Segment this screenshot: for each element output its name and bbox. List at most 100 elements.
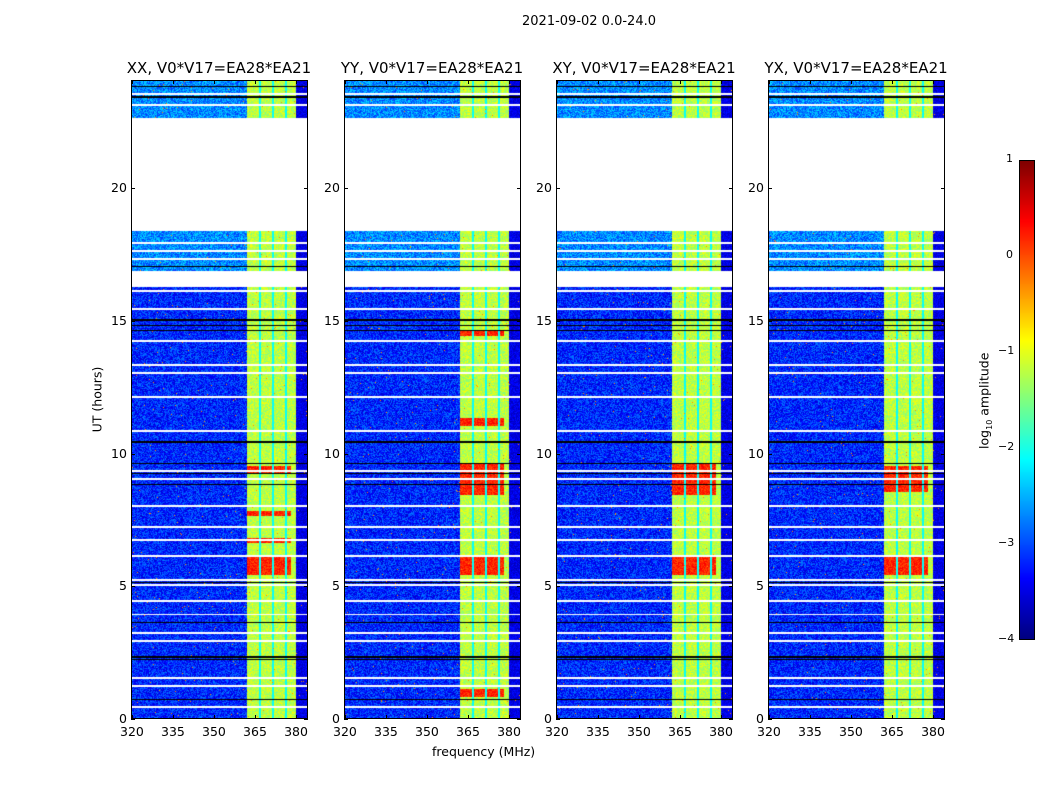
y-tick-right (517, 586, 521, 588)
y-tick-label: 10 (324, 445, 340, 461)
colorbar-label-sub: 10 (984, 419, 994, 430)
y-tick-right (729, 453, 733, 455)
y-tick (556, 586, 560, 588)
waterfall-heatmap (132, 81, 307, 718)
y-tick-label: 15 (111, 312, 127, 328)
y-tick (556, 320, 560, 322)
x-tick-top (598, 80, 600, 84)
y-tick (344, 320, 348, 322)
waterfall-heatmap (769, 81, 944, 718)
y-tick-label: 15 (748, 312, 764, 328)
y-tick-label: 20 (748, 180, 764, 196)
x-tick-label: 365 (243, 724, 267, 739)
y-tick-right (517, 453, 521, 455)
y-tick (344, 188, 348, 190)
x-tick (851, 715, 853, 719)
y-tick-label: 15 (536, 312, 552, 328)
y-tick (131, 188, 135, 190)
y-tick (556, 453, 560, 455)
panel-title: YY, V0*V17=EA28*EA21 (340, 59, 524, 77)
panel-title: XY, V0*V17=EA28*EA21 (552, 59, 736, 77)
y-axis-label: UT (hours) (89, 366, 105, 433)
x-tick-top (721, 80, 723, 84)
y-tick-label: 15 (324, 312, 340, 328)
y-tick (344, 719, 348, 720)
x-tick (639, 715, 641, 719)
panel-axes-0 (131, 80, 308, 719)
x-tick (214, 715, 216, 719)
x-tick-top (810, 80, 812, 84)
y-tick (131, 453, 135, 455)
colorbar-tick-label: 1 (1006, 152, 1013, 165)
y-tick (344, 586, 348, 588)
x-tick-top (851, 80, 853, 84)
waterfall-heatmap (345, 81, 520, 718)
y-tick-label: 20 (536, 180, 552, 196)
x-tick (345, 715, 346, 719)
y-tick-right (729, 719, 733, 720)
x-tick-label: 335 (586, 724, 610, 739)
x-tick (769, 715, 770, 719)
y-tick (768, 320, 772, 322)
panel-axes-3 (768, 80, 945, 719)
x-tick-top (386, 80, 388, 84)
x-tick (509, 715, 511, 719)
y-tick-right (304, 188, 308, 190)
y-tick-label: 5 (119, 578, 127, 594)
y-tick-label: 20 (324, 180, 340, 196)
x-tick (255, 715, 257, 719)
x-tick-top (769, 80, 770, 84)
x-tick-top (214, 80, 216, 84)
y-tick-right (304, 453, 308, 455)
y-tick-label: 0 (756, 711, 764, 726)
x-tick (933, 715, 935, 719)
x-tick-top (255, 80, 257, 84)
y-tick-right (941, 188, 945, 190)
x-tick (721, 715, 723, 719)
y-tick-right (941, 586, 945, 588)
x-tick (427, 715, 429, 719)
y-tick-label: 5 (756, 578, 764, 594)
x-tick-top (468, 80, 470, 84)
x-tick (892, 715, 894, 719)
y-tick-label: 0 (119, 711, 127, 726)
y-tick-right (304, 719, 308, 720)
colorbar-tick-label: −2 (998, 440, 1015, 453)
x-tick-label: 380 (709, 724, 733, 739)
x-tick-label: 350 (202, 724, 226, 739)
panel-axes-2 (556, 80, 733, 719)
x-tick (598, 715, 600, 719)
colorbar-tick-label: 0 (1006, 248, 1013, 261)
x-tick (557, 715, 558, 719)
x-tick-top (173, 80, 175, 84)
x-tick-label: 365 (456, 724, 480, 739)
x-tick-top (345, 80, 346, 84)
y-tick-right (941, 453, 945, 455)
y-tick (131, 320, 135, 322)
y-tick-right (517, 719, 521, 720)
x-tick-top (680, 80, 682, 84)
y-tick-label: 5 (544, 578, 552, 594)
x-tick-label: 320 (120, 724, 144, 739)
y-tick-right (729, 188, 733, 190)
x-tick-top (639, 80, 641, 84)
y-tick-right (941, 320, 945, 322)
x-tick-top (933, 80, 935, 84)
x-tick-top (296, 80, 298, 84)
y-tick-label: 10 (536, 445, 552, 461)
waterfall-heatmap (557, 81, 732, 718)
x-tick-label: 380 (497, 724, 521, 739)
y-tick (768, 586, 772, 588)
y-tick-label: 0 (332, 711, 340, 726)
y-tick-label: 0 (544, 711, 552, 726)
x-tick-top (892, 80, 894, 84)
figure-title: 2021-09-02 0.0-24.0 (522, 14, 656, 29)
colorbar (1019, 160, 1035, 640)
colorbar-tick-label: −3 (998, 536, 1015, 549)
y-tick-right (517, 188, 521, 190)
y-tick (768, 719, 772, 720)
x-tick-top (427, 80, 429, 84)
x-tick-label: 335 (161, 724, 185, 739)
y-tick (556, 188, 560, 190)
